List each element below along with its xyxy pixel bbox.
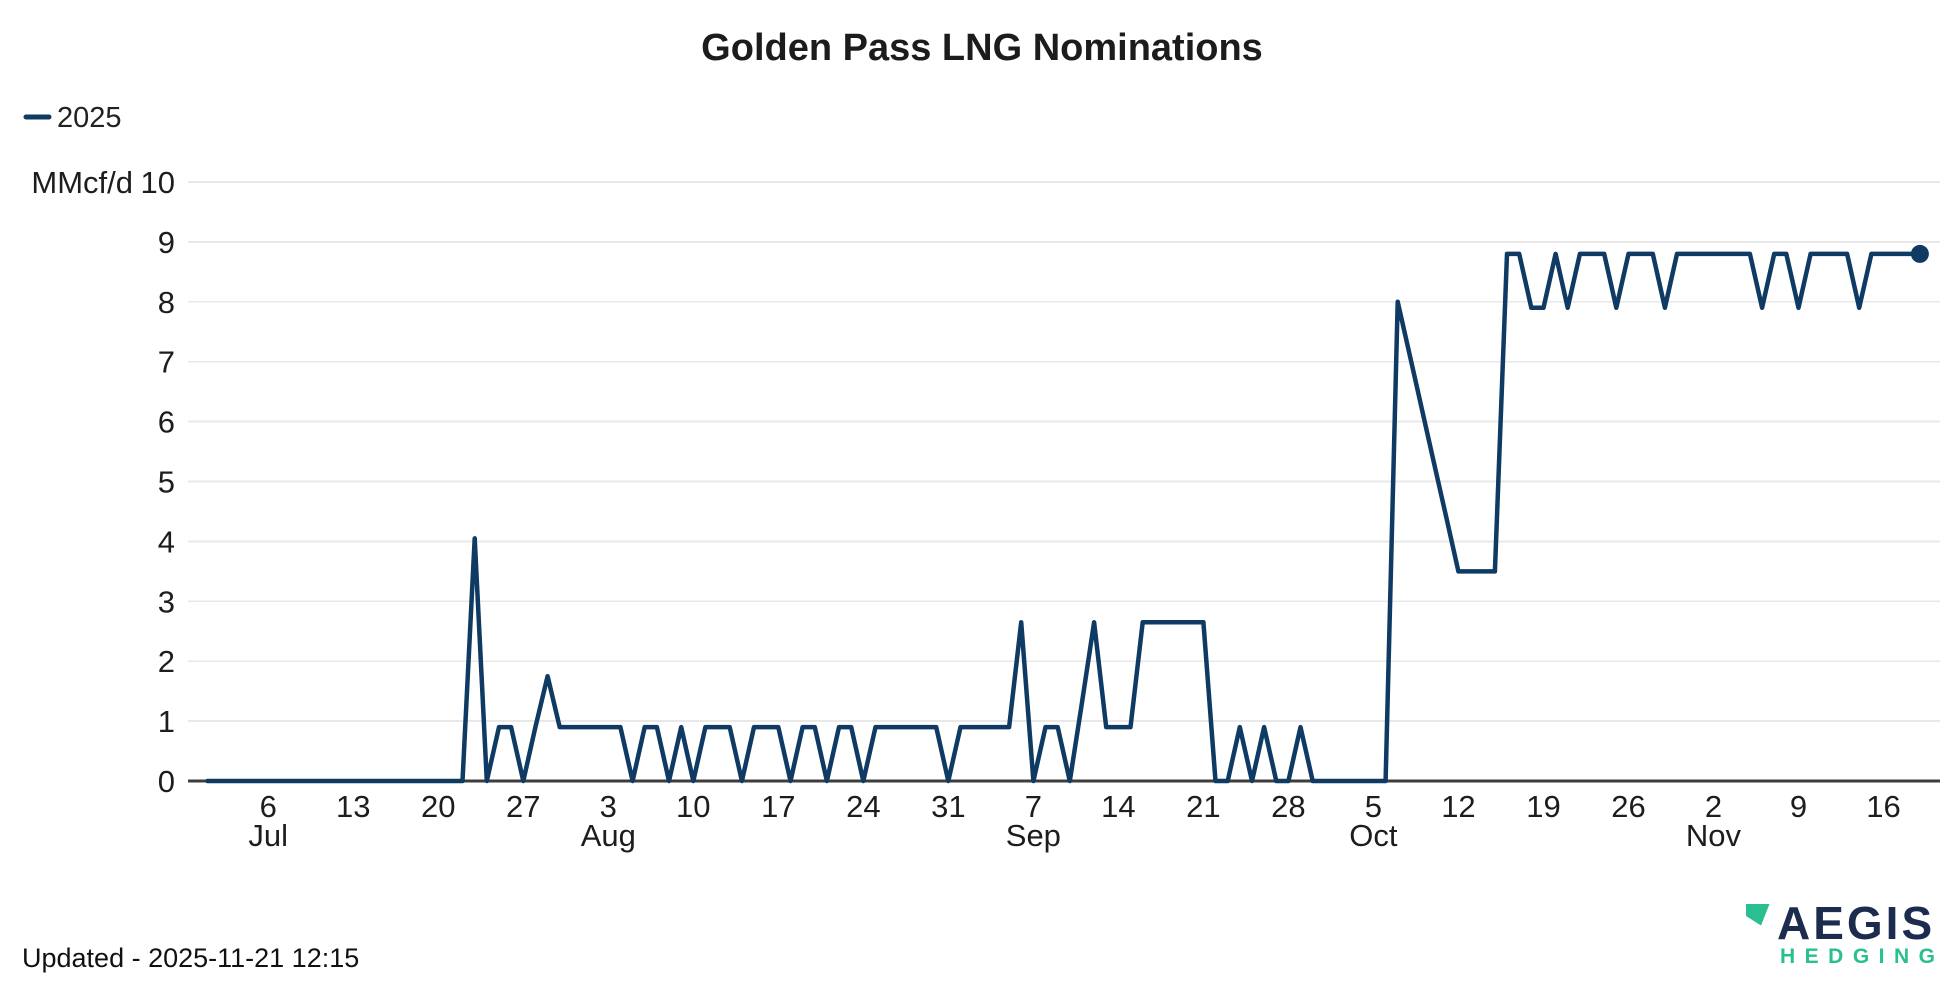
x-month-label: Sep (1006, 818, 1061, 853)
x-tick-label: 7 (1025, 789, 1042, 824)
y-tick-label: 7 (158, 345, 175, 380)
x-tick-label: 20 (421, 789, 455, 824)
x-axis-month-labels: Jul Aug Sep Oct Nov (248, 818, 1741, 853)
chart-title: Golden Pass LNG Nominations (701, 27, 1263, 69)
y-tick-label: 4 (158, 524, 175, 559)
x-tick-label: 12 (1441, 789, 1475, 824)
series-line-2025[interactable] (205, 251, 1923, 784)
x-tick-label: 14 (1101, 789, 1135, 824)
x-month-label: Nov (1686, 818, 1742, 853)
y-tick-label: 0 (158, 764, 175, 799)
series-last-point-marker[interactable] (1910, 244, 1929, 263)
y-tick-label: 5 (158, 465, 175, 500)
y-tick-label: 9 (158, 225, 175, 260)
y-axis-unit-label: MMcf/d (31, 165, 133, 200)
x-tick-label: 27 (506, 789, 540, 824)
y-tick-label: 6 (158, 405, 175, 440)
x-tick-label: 3 (600, 789, 617, 824)
x-axis-labels: 6 13 20 27 3 10 17 24 31 7 14 21 28 5 12 19 26 2 9 16 (260, 789, 1901, 824)
aegis-pennant-icon (1746, 904, 1770, 926)
x-tick-label: 10 (676, 789, 710, 824)
y-tick-label: 2 (158, 644, 175, 679)
x-tick-label: 16 (1866, 789, 1900, 824)
y-tick-label: 1 (158, 704, 175, 739)
legend: 2025 (23, 102, 122, 134)
updated-timestamp: Updated - 2025-11-21 12:15 (22, 943, 359, 973)
x-tick-label: 9 (1790, 789, 1807, 824)
x-tick-label: 5 (1365, 789, 1382, 824)
x-tick-label: 6 (260, 789, 277, 824)
y-tick-label: 3 (158, 584, 175, 619)
logo-subbrand-text: HEDGING (1780, 945, 1945, 968)
x-tick-label: 26 (1611, 789, 1645, 824)
y-axis-labels: 0 1 2 3 4 5 6 7 8 9 10 (141, 165, 175, 799)
x-tick-label: 17 (761, 789, 795, 824)
x-tick-label: 19 (1526, 789, 1560, 824)
x-month-label: Oct (1349, 818, 1398, 853)
legend-item-2025[interactable]: 2025 (23, 102, 122, 134)
x-tick-label: 24 (846, 789, 880, 824)
y-tick-label: 10 (141, 165, 175, 200)
y-tick-label: 8 (158, 285, 175, 320)
x-month-label: Aug (581, 818, 636, 853)
x-tick-label: 13 (336, 789, 370, 824)
x-tick-label: 21 (1186, 789, 1220, 824)
logo-brand-text: AEGIS (1777, 897, 1935, 949)
x-tick-label: 2 (1705, 789, 1722, 824)
aegis-hedging-logo: AEGIS HEDGING (1746, 897, 1945, 968)
x-tick-label: 28 (1271, 789, 1305, 824)
legend-series-label: 2025 (57, 102, 122, 134)
x-tick-label: 31 (931, 789, 965, 824)
x-month-label: Jul (248, 818, 288, 853)
